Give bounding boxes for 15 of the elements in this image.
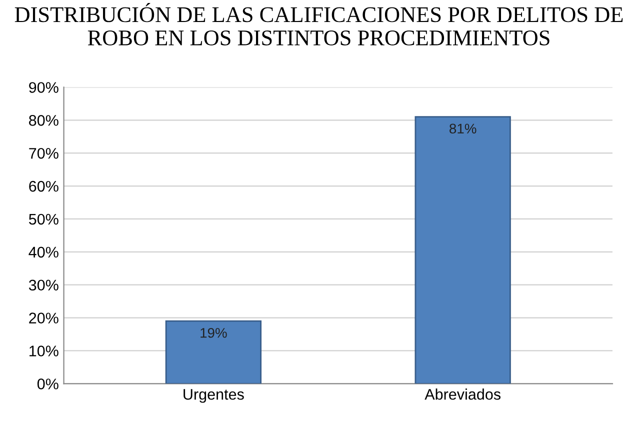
y-tick-label: 0% [37, 378, 58, 390]
y-tick-label: 50% [28, 214, 58, 225]
y-tick-label: 60% [29, 180, 58, 192]
x-tick-label: Urgentes [184, 389, 244, 403]
chart-title: DISTRIBUCIÓN DE LAS CALIFICACIONES POR DELITOS DE ROBO EN LOS DISTINTOS PROCEDIMIENTOS [14, 2, 623, 46]
y-tick-label: 20% [29, 312, 58, 324]
y-tick-label: 90% [29, 82, 58, 93]
y-tick-label: 80% [29, 115, 58, 126]
data-label: 19% [200, 328, 227, 338]
y-tick-label: 30% [28, 280, 58, 291]
y-tick-label: 10% [30, 346, 58, 356]
y-tick-label: 70% [29, 148, 58, 159]
x-tick-label: Abreviados [424, 388, 501, 400]
y-tick-label: 40% [28, 246, 58, 258]
data-label: 81% [450, 124, 476, 134]
